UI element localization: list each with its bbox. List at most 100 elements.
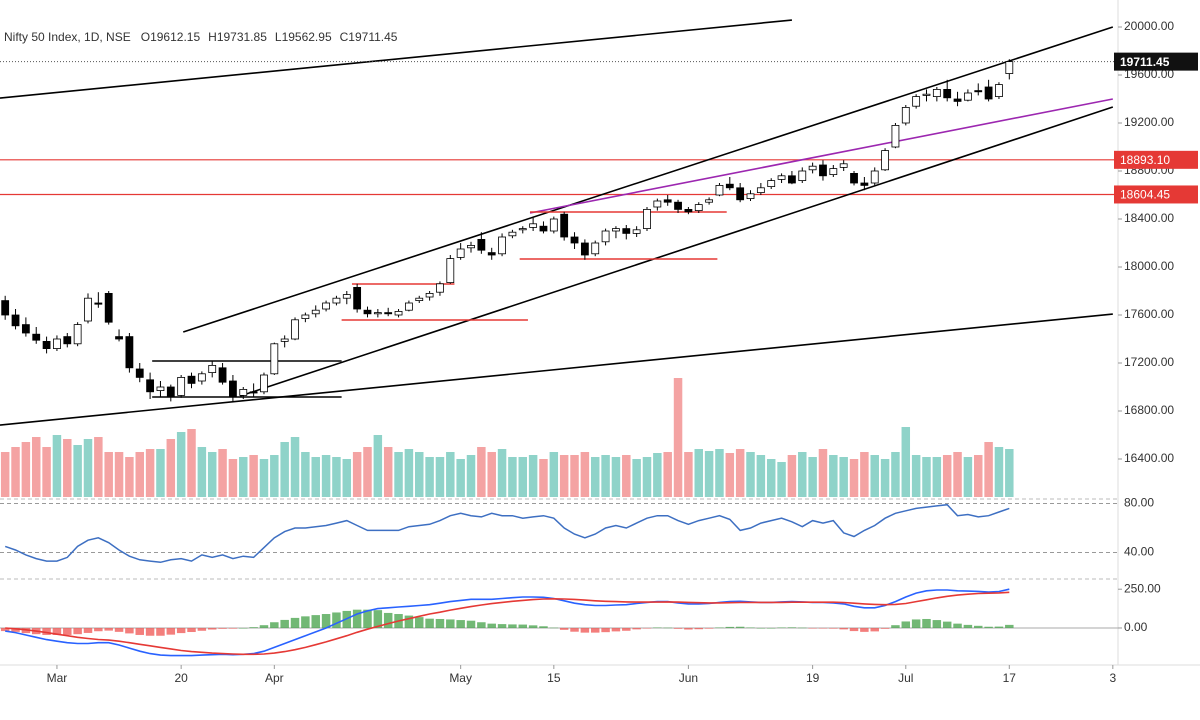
volume-bar xyxy=(570,455,579,497)
volume-bar xyxy=(156,449,165,497)
level-label-box xyxy=(1114,150,1198,169)
macd-histogram-bar xyxy=(487,623,496,628)
macd-histogram-bar xyxy=(590,627,600,633)
candle-body xyxy=(249,391,258,394)
chart-title: Nifty 50 Index, 1D, NSE xyxy=(4,30,131,44)
volume-bar xyxy=(31,437,41,497)
candle-body xyxy=(798,170,807,181)
candle-body xyxy=(115,336,123,340)
volume-bar xyxy=(942,455,952,497)
volume-bar xyxy=(798,452,807,497)
x-tick-label: 15 xyxy=(547,671,561,685)
candle-body xyxy=(498,236,506,255)
volume-bar xyxy=(280,442,289,497)
macd-histogram-bar xyxy=(725,626,735,628)
macd-histogram-bar xyxy=(622,627,631,631)
y-tick-label: 17600.00 xyxy=(1124,307,1174,321)
macd-histogram-bar xyxy=(446,619,455,628)
candle-body xyxy=(425,292,434,298)
candle-body xyxy=(881,150,889,171)
candle-body xyxy=(53,338,61,350)
candle-body xyxy=(839,163,848,168)
volume-bar xyxy=(974,455,983,497)
volume-bar xyxy=(145,449,155,497)
candle-body xyxy=(932,89,941,98)
macd-tick-label: 0.00 xyxy=(1124,620,1148,634)
candle-body xyxy=(104,292,113,323)
volume-bar xyxy=(425,457,434,497)
volume-bar xyxy=(342,459,352,497)
volume-bar xyxy=(176,432,186,497)
macd-histogram-bar xyxy=(104,627,113,631)
macd-histogram-bar xyxy=(570,627,579,632)
y-tick-label: 19200.00 xyxy=(1124,115,1174,129)
candle-body xyxy=(570,236,579,244)
macd-histogram-bar xyxy=(808,627,817,629)
macd-histogram-bar xyxy=(166,627,176,635)
volume-bar xyxy=(446,452,455,497)
candle-body xyxy=(32,333,41,341)
x-tick-label: 19 xyxy=(806,671,820,685)
macd-histogram-bar xyxy=(383,612,393,628)
ohlc-value: 19562.95 xyxy=(282,30,332,44)
volume-bar xyxy=(239,457,248,497)
macd-histogram-bar xyxy=(994,626,1004,628)
volume-bar xyxy=(83,439,93,497)
macd-histogram-bar xyxy=(653,627,662,629)
macd-histogram-bar xyxy=(497,624,507,628)
macd-histogram-bar xyxy=(922,618,931,628)
volume-bar xyxy=(270,455,279,497)
volume-bar xyxy=(953,452,962,497)
volume-bar xyxy=(922,457,931,497)
volume-bar xyxy=(715,449,724,497)
volume-bar xyxy=(0,452,10,497)
macd-histogram-bar xyxy=(632,627,641,630)
macd-histogram-bar xyxy=(63,627,72,635)
candle-body xyxy=(166,386,175,398)
macd-histogram-bar xyxy=(508,624,517,628)
macd-histogram-bar xyxy=(228,627,238,629)
ohlc-value: 19612.15 xyxy=(150,30,200,44)
candle-body xyxy=(208,364,217,373)
macd-histogram-bar xyxy=(601,627,610,633)
macd-histogram-bar xyxy=(259,625,269,628)
macd-histogram-bar xyxy=(694,627,703,630)
volume-bar xyxy=(487,452,496,497)
candle-body xyxy=(1,300,10,316)
candle-body xyxy=(239,388,248,396)
candle-body xyxy=(94,302,103,305)
volume-bar xyxy=(383,447,393,497)
candle-body xyxy=(694,204,703,212)
candle-body xyxy=(404,302,413,311)
x-tick-label: May xyxy=(449,671,472,685)
macd-histogram-bar xyxy=(963,624,973,628)
volume-bar xyxy=(684,452,693,497)
macd-histogram-bar xyxy=(114,627,124,632)
volume-bar xyxy=(787,455,797,497)
macd-histogram-bar xyxy=(839,627,848,630)
volume-bar xyxy=(601,455,610,497)
ohlc-label: L xyxy=(275,30,282,44)
candle-body xyxy=(963,92,972,101)
macd-histogram-bar xyxy=(642,627,652,629)
macd-histogram-bar xyxy=(270,622,279,628)
volume-bar xyxy=(63,439,72,497)
macd-histogram-bar xyxy=(549,627,559,629)
volume-bar xyxy=(622,455,631,497)
volume-bar xyxy=(891,452,900,497)
plot xyxy=(0,19,1118,657)
volume-bar xyxy=(901,427,911,497)
volume-bar xyxy=(125,457,134,497)
volume-bar xyxy=(228,459,238,497)
volume-bar xyxy=(259,459,269,497)
macd-histogram-bar xyxy=(425,618,434,628)
volume-bar xyxy=(301,452,310,497)
macd-histogram-bar xyxy=(932,620,942,628)
trendline xyxy=(182,26,1114,333)
candle-body xyxy=(953,98,962,102)
candle-body xyxy=(332,297,341,304)
macd-histogram-bar xyxy=(953,623,962,628)
volume-bar xyxy=(849,459,859,497)
macd-histogram-bar xyxy=(187,627,196,633)
